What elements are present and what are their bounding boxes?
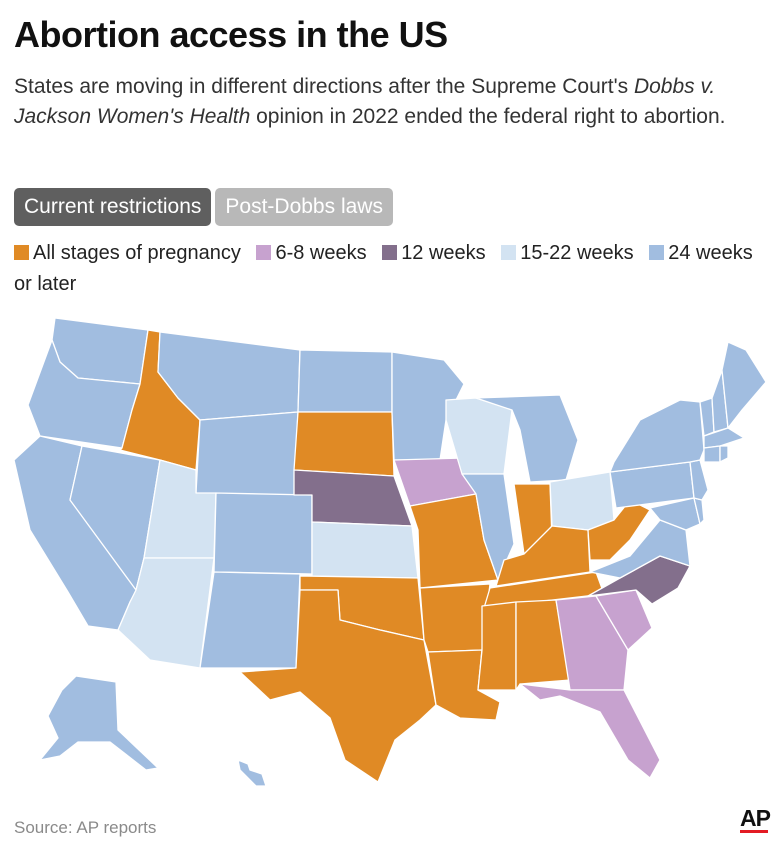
- state-georgia[interactable]: [555, 595, 629, 691]
- state-alaska[interactable]: [39, 675, 159, 771]
- state-south-dakota[interactable]: [293, 411, 395, 477]
- subtitle-case-name: Dobbs v. Jackson Women's Health: [14, 75, 716, 128]
- state-connecticut[interactable]: [703, 445, 721, 463]
- state-maryland[interactable]: [649, 497, 701, 531]
- view-tabs: Current restrictions Post-Dobbs laws: [14, 188, 393, 226]
- legend-label-24-weeks: 24 weeks or later: [14, 242, 753, 295]
- legend-label-15-22-weeks: 15-22 weeks: [520, 242, 634, 264]
- state-colorado[interactable]: [213, 492, 313, 575]
- subtitle-text-1: States are moving in different direction…: [14, 75, 634, 98]
- state-west-virginia[interactable]: [587, 499, 651, 561]
- state-hawaii[interactable]: [237, 759, 267, 787]
- legend-swatch-6-8-weeks: [256, 245, 272, 260]
- state-wyoming[interactable]: [195, 411, 299, 496]
- us-states-map: [13, 317, 767, 787]
- state-north-dakota[interactable]: [297, 349, 393, 413]
- state-massachusetts[interactable]: [703, 427, 745, 449]
- tab-post-dobbs-laws[interactable]: Post-Dobbs laws: [215, 188, 393, 226]
- page-title: Abortion access in the US: [14, 14, 448, 55]
- state-nebraska[interactable]: [293, 469, 413, 527]
- legend-swatch-24-weeks: [649, 245, 665, 260]
- state-minnesota[interactable]: [391, 351, 465, 461]
- legend-swatch-12-weeks: [382, 245, 398, 260]
- subtitle: States are moving in different direction…: [14, 72, 769, 132]
- ap-logo-bar: [740, 830, 768, 833]
- tab-current-restrictions[interactable]: Current restrictions: [14, 188, 212, 226]
- legend-swatch-all-stages: [14, 245, 29, 260]
- state-ohio[interactable]: [549, 471, 615, 531]
- legend-label-12-weeks: 12 weeks: [401, 242, 486, 264]
- subtitle-text-2: opinion in 2022 ended the federal right …: [250, 105, 726, 128]
- legend-item-all-stages: All stages of pregnancy: [14, 242, 241, 264]
- legend-item-15-22-weeks: 15-22 weeks: [501, 242, 634, 264]
- state-virginia[interactable]: [589, 519, 691, 579]
- legend-label-6-8-weeks: 6-8 weeks: [275, 242, 367, 264]
- state-mississippi[interactable]: [477, 601, 517, 691]
- state-new-mexico[interactable]: [199, 571, 301, 669]
- state-alabama[interactable]: [515, 599, 571, 691]
- state-rhode-island[interactable]: [719, 445, 729, 463]
- state-maine[interactable]: [721, 341, 767, 429]
- map-legend: All stages of pregnancy 6-8 weeks 12 wee…: [14, 238, 754, 300]
- state-arizona[interactable]: [117, 557, 215, 669]
- ap-logo: AP: [740, 805, 771, 834]
- state-arkansas[interactable]: [419, 583, 491, 653]
- state-kansas[interactable]: [311, 521, 419, 579]
- state-florida[interactable]: [519, 683, 661, 779]
- source-note: Source: AP reports: [14, 818, 157, 837]
- legend-item-12-weeks: 12 weeks: [382, 242, 486, 264]
- state-texas[interactable]: [239, 589, 437, 783]
- ap-logo-text: AP: [740, 805, 771, 831]
- state-michigan[interactable]: [475, 394, 579, 483]
- state-new-york[interactable]: [609, 399, 705, 473]
- legend-label-all-stages: All stages of pregnancy: [33, 242, 241, 264]
- legend-swatch-15-22-weeks: [501, 245, 517, 260]
- legend-item-6-8-weeks: 6-8 weeks: [256, 242, 367, 264]
- legend-item-24-weeks: 24 weeks or later: [14, 242, 753, 295]
